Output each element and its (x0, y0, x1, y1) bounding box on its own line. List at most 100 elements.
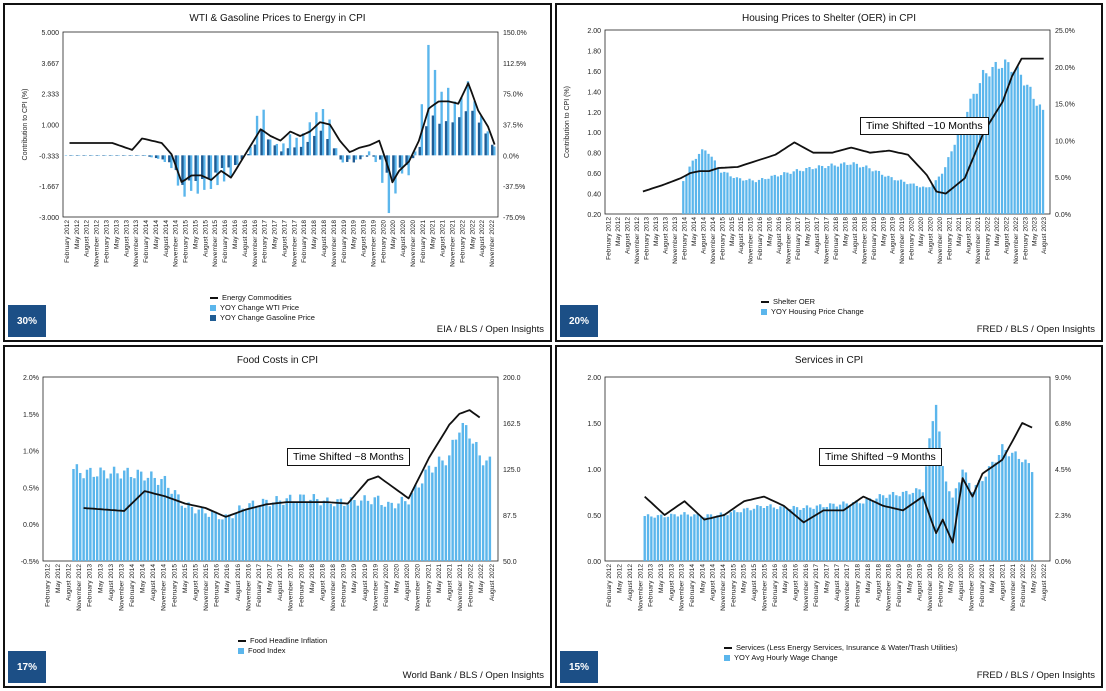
chart-bar (214, 155, 217, 173)
chart-bar (189, 155, 193, 191)
chart-bar (745, 180, 748, 214)
chart-bar (249, 146, 252, 156)
x-axis-tick-label: November 2013 (672, 217, 679, 264)
chart-bar (934, 404, 938, 561)
chart-bar (719, 512, 723, 561)
chart-bar (723, 171, 726, 214)
chart-bar (299, 146, 303, 156)
x-axis-tick-label: May 2013 (97, 564, 104, 593)
chart-bar (292, 501, 295, 561)
x-axis-tick-label: November 2014 (173, 220, 180, 267)
chart-bar (137, 155, 140, 156)
x-axis-tick-label: August 2014 (150, 564, 157, 601)
right-axis-tick-label: 10.0% (1055, 138, 1075, 145)
chart-bar (1010, 71, 1013, 214)
left-axis-tick-label: 0.5% (23, 485, 39, 492)
chart-bar (478, 455, 481, 561)
chart-bar (451, 122, 454, 156)
x-axis-tick-label: February 2018 (301, 220, 308, 263)
chart-bar (359, 155, 362, 160)
chart-bar (972, 93, 975, 214)
series-line (69, 82, 496, 184)
chart-bar (200, 506, 204, 561)
x-axis-tick-label: February 2017 (795, 217, 802, 260)
chart-bar (89, 467, 92, 561)
chart-bar (485, 460, 488, 561)
chart-bar (168, 155, 171, 163)
x-axis-tick-label: May 2020 (390, 220, 397, 249)
chart-bar (991, 67, 994, 214)
chart-panel-energy: 5.000 3.667 2.333 1.000 -0.333 -1.667 -3.000 15… (3, 3, 552, 342)
chart-bar (217, 519, 221, 561)
legend-label: YOY Avg Hourly Wage Change (734, 653, 838, 662)
x-axis-tick-label: May 2016 (767, 217, 774, 246)
x-axis-tick-label: May 2017 (824, 564, 831, 593)
x-axis-tick-label: February 2012 (44, 564, 51, 607)
food-chart-svg: 2.0% 1.5% 1.0% 0.5% 0.0% -0.5% 200.0 162.5 125.0… (21, 375, 521, 611)
chart-bar (339, 155, 342, 160)
chart-bar (148, 155, 151, 157)
chart-bar (966, 111, 969, 214)
x-axis-tick-label: November 2021 (975, 217, 982, 264)
x-axis-tick-label: November 2016 (245, 564, 252, 611)
chart-bar (833, 165, 836, 214)
chart-bar (288, 494, 292, 561)
chart-bar (167, 487, 170, 561)
chart-bar (458, 432, 461, 561)
chart-bar (491, 144, 494, 156)
chart-bar (704, 150, 707, 214)
x-axis-tick-label: May 2014 (140, 564, 147, 593)
x-axis-tick-label: February 2014 (143, 220, 150, 263)
chart-bar (862, 166, 865, 214)
chart-bar (378, 155, 382, 160)
x-axis-tick-label: August 2012 (625, 217, 632, 254)
chart-bar (163, 155, 166, 162)
right-axis-tick-label: 200.0 (503, 375, 521, 382)
x-axis-tick-label: May 2016 (232, 220, 239, 249)
chart-bar (938, 431, 941, 561)
x-axis-tick-label: May 2013 (653, 217, 660, 246)
chart-bar (234, 512, 238, 561)
chart-panel-housing: 2.00 1.80 1.60 1.40 1.20 1.00 0.80 0.60 0.40 0.20… (555, 3, 1103, 342)
right-axis-tick-label: 2.3% (1055, 513, 1071, 520)
chart-bar (156, 484, 160, 561)
chart-bar (444, 121, 448, 156)
chart-bar (348, 155, 351, 160)
x-axis-tick-label: August 2012 (627, 564, 634, 601)
chart-bar (925, 187, 928, 214)
x-axis-tick-label: February 2017 (262, 220, 269, 263)
chart-bar (102, 470, 106, 561)
x-axis-tick-label: May 2018 (865, 564, 872, 593)
left-axis-tick-label: 1.60 (587, 69, 601, 76)
legend-label: YOY Change Gasoline Price (220, 313, 315, 322)
chart-bar (819, 504, 822, 561)
chart-bar (306, 141, 309, 156)
chart-bar (194, 513, 197, 561)
x-axis-tick-label: February 2023 (1022, 217, 1029, 260)
x-axis-tick-label: August 2019 (890, 217, 897, 254)
x-axis-tick-label: May 2020 (394, 564, 401, 593)
x-axis-tick-label: August 2017 (834, 564, 841, 601)
chart-bar (928, 187, 931, 214)
x-axis-tick-label: November 2020 (410, 220, 417, 267)
chart-bar (997, 454, 1001, 561)
left-axis-tick-label: 1.000 (41, 123, 59, 130)
chart-bar (431, 115, 435, 156)
legend-label: Services (Less Energy Services, Insuranc… (736, 643, 958, 652)
chart-bar (181, 155, 184, 185)
chart-bar (464, 425, 468, 561)
chart-bar (1000, 67, 1004, 215)
chart-bar (683, 512, 686, 561)
chart-bar (742, 508, 746, 561)
x-axis-tick-label: November 2020 (415, 564, 422, 611)
right-axis-tick-label: 87.5 (503, 513, 517, 520)
chart-bar (888, 494, 891, 561)
right-axis-tick-label: 125.0 (503, 467, 521, 474)
chart-bar (319, 505, 322, 561)
x-axis-tick-label: August 2015 (751, 564, 758, 601)
chart-bar (343, 505, 346, 561)
x-axis-tick-label: May 2012 (617, 564, 624, 593)
right-axis-tick-label: 6.8% (1055, 421, 1071, 428)
chart-bar (985, 73, 988, 214)
x-axis-tick-label: August 2021 (446, 564, 453, 601)
